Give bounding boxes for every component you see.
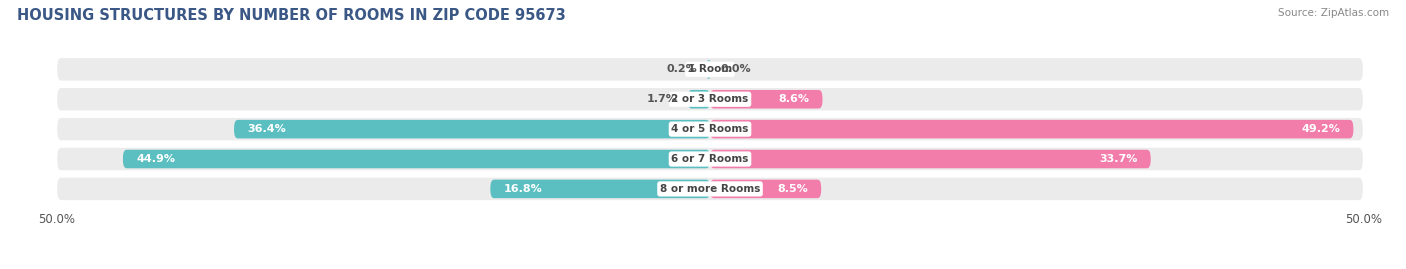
FancyBboxPatch shape (710, 180, 821, 198)
FancyBboxPatch shape (122, 150, 710, 168)
FancyBboxPatch shape (233, 120, 710, 138)
Text: 44.9%: 44.9% (136, 154, 174, 164)
Text: 4 or 5 Rooms: 4 or 5 Rooms (671, 124, 749, 134)
Text: 33.7%: 33.7% (1099, 154, 1137, 164)
Text: 6 or 7 Rooms: 6 or 7 Rooms (671, 154, 749, 164)
Text: 16.8%: 16.8% (503, 184, 543, 194)
Text: 0.2%: 0.2% (666, 64, 697, 74)
FancyBboxPatch shape (56, 147, 1364, 171)
FancyBboxPatch shape (710, 90, 823, 108)
Legend: Owner-occupied, Renter-occupied: Owner-occupied, Renter-occupied (581, 266, 839, 269)
FancyBboxPatch shape (56, 177, 1364, 201)
FancyBboxPatch shape (56, 57, 1364, 82)
Text: 2 or 3 Rooms: 2 or 3 Rooms (672, 94, 748, 104)
FancyBboxPatch shape (491, 180, 710, 198)
Text: 36.4%: 36.4% (247, 124, 285, 134)
Text: 1 Room: 1 Room (688, 64, 733, 74)
Text: HOUSING STRUCTURES BY NUMBER OF ROOMS IN ZIP CODE 95673: HOUSING STRUCTURES BY NUMBER OF ROOMS IN… (17, 8, 565, 23)
FancyBboxPatch shape (710, 150, 1150, 168)
FancyBboxPatch shape (706, 60, 711, 79)
Text: 1.7%: 1.7% (647, 94, 678, 104)
Text: 8 or more Rooms: 8 or more Rooms (659, 184, 761, 194)
Text: 8.5%: 8.5% (778, 184, 808, 194)
FancyBboxPatch shape (56, 87, 1364, 111)
Text: 49.2%: 49.2% (1302, 124, 1340, 134)
Text: Source: ZipAtlas.com: Source: ZipAtlas.com (1278, 8, 1389, 18)
Text: 8.6%: 8.6% (779, 94, 810, 104)
FancyBboxPatch shape (688, 90, 710, 108)
FancyBboxPatch shape (710, 120, 1354, 138)
Text: 0.0%: 0.0% (720, 64, 751, 74)
FancyBboxPatch shape (56, 117, 1364, 141)
